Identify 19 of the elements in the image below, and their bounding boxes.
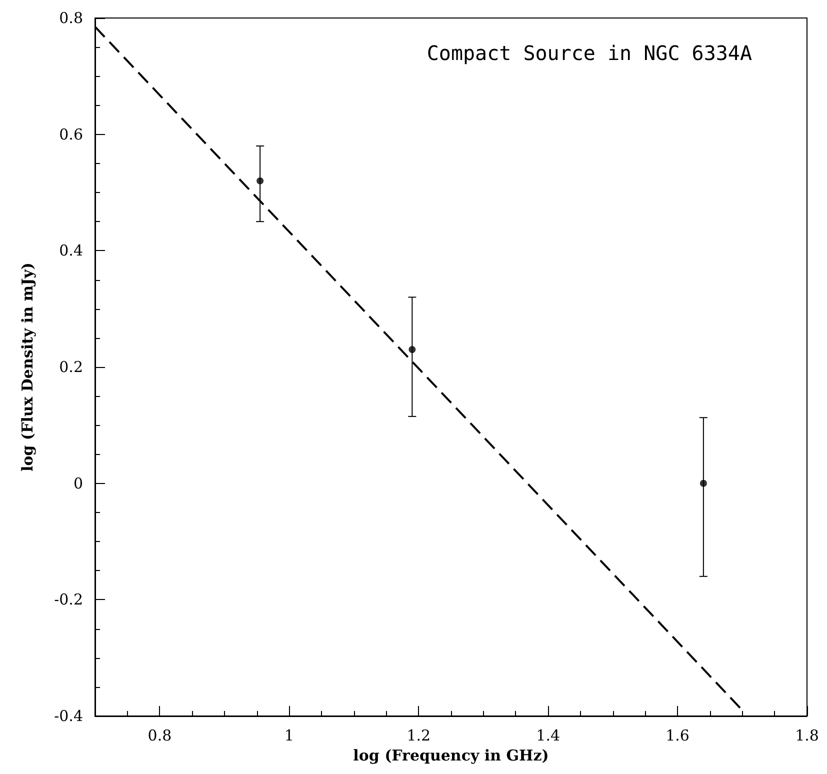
point bbox=[256, 177, 264, 184]
y-tick-label: 0.6 bbox=[59, 125, 83, 144]
x-tick-label: 1.8 bbox=[795, 726, 819, 744]
text: Compact Source in NGC 6334A bbox=[426, 41, 752, 65]
y-axis-title: log (Flux Density in mJy) bbox=[18, 262, 36, 472]
x-tick-label: 0.8 bbox=[148, 726, 172, 744]
y-tick-label: 0.4 bbox=[59, 242, 83, 260]
x-axis-title: log (Frequency in GHz) bbox=[353, 746, 549, 764]
y-tick-label: -0.2 bbox=[54, 590, 83, 609]
point bbox=[408, 346, 416, 354]
y-tick-label: 0 bbox=[73, 474, 83, 492]
x-tick-label: 1 bbox=[284, 726, 294, 744]
y-tick-label: 0.8 bbox=[59, 9, 83, 27]
y-tick-label: 0.2 bbox=[59, 358, 83, 376]
point bbox=[700, 480, 707, 487]
x-tick-label: 1.4 bbox=[536, 726, 560, 744]
y-tick-label: -0.4 bbox=[54, 707, 83, 725]
x-tick-label: 1.6 bbox=[666, 726, 690, 744]
x-tick-label: 1.2 bbox=[406, 726, 431, 744]
